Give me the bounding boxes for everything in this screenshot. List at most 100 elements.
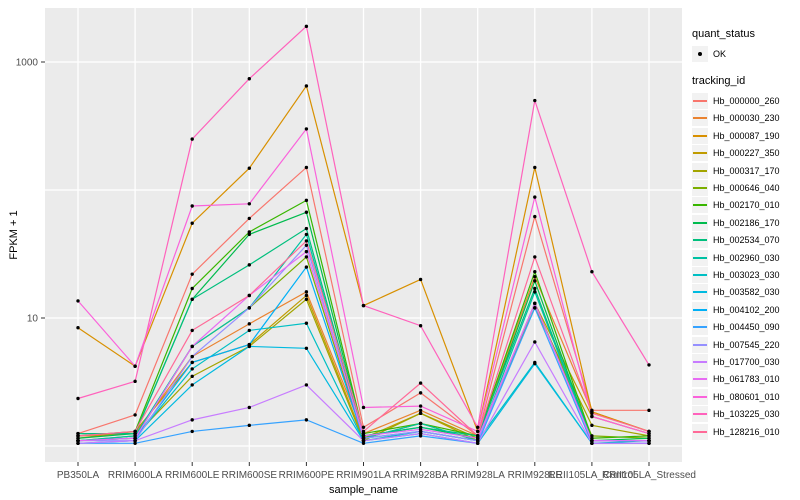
x-axis-title: sample_name	[328, 484, 399, 496]
data-point	[304, 265, 309, 269]
legend-key-box	[692, 353, 708, 370]
data-point	[247, 423, 251, 428]
legend-key-box	[692, 249, 708, 266]
legend-key-box	[692, 266, 708, 283]
legend-key-line	[693, 152, 707, 155]
data-point	[361, 441, 366, 445]
legend-item-Hb_061783_010: Hb_061783_010	[692, 371, 798, 388]
data-point	[533, 214, 537, 219]
data-point	[418, 381, 423, 385]
data-point	[190, 297, 194, 301]
legend-key-line	[693, 360, 707, 363]
data-point	[476, 439, 480, 443]
legend-key-line	[693, 395, 707, 398]
legend-item-label: Hb_002186_170	[713, 217, 780, 228]
legend-key-box	[692, 406, 708, 423]
legend-key-box	[692, 162, 708, 179]
data-point	[76, 299, 80, 303]
data-point	[361, 303, 366, 308]
x-tick-label: RRII105LA_Control	[549, 470, 636, 481]
legend-item-Hb_103225_030: Hb_103225_030	[692, 405, 798, 423]
legend-key-line	[693, 204, 707, 207]
x-tick-label: RRIM901LA	[336, 470, 391, 481]
legend-item-Hb_003582_030: Hb_003582_030	[692, 284, 798, 301]
legend-key-line	[693, 100, 707, 103]
data-point	[133, 364, 137, 368]
data-point	[247, 166, 251, 170]
legend-item-Hb_000030_230: Hb_000030_230	[692, 110, 798, 127]
y-tick-label: 1000	[16, 58, 39, 69]
legend-item-label: Hb_103225_030	[713, 409, 780, 420]
data-point	[533, 306, 537, 310]
legend-key-line	[693, 221, 707, 224]
data-point	[418, 277, 423, 282]
data-point	[190, 360, 194, 365]
data-point	[247, 263, 251, 267]
data-point	[476, 425, 480, 429]
legend-item-Hb_000317_170: Hb_000317_170	[692, 162, 798, 179]
data-point	[533, 165, 537, 170]
y-axis-title: FPKM + 1	[8, 210, 20, 260]
data-point	[476, 441, 480, 445]
legend-item-label: Hb_080601_010	[713, 391, 780, 402]
legend-item-Hb_002170_010: Hb_002170_010	[692, 197, 798, 214]
data-point	[190, 221, 194, 225]
data-point	[76, 396, 80, 401]
data-point	[190, 374, 194, 379]
data-point	[361, 425, 366, 429]
legend-key-line	[693, 117, 707, 120]
data-point	[533, 195, 537, 199]
data-point	[304, 346, 309, 350]
data-point	[304, 239, 309, 243]
data-point	[133, 439, 137, 443]
data-point	[533, 255, 537, 259]
data-point	[533, 290, 537, 294]
data-point	[133, 379, 137, 384]
data-point	[190, 354, 194, 359]
data-point	[476, 436, 480, 440]
data-point	[247, 342, 251, 347]
legend-key-box	[692, 336, 708, 353]
legend-item-Hb_128216_010: Hb_128216_010	[692, 423, 798, 440]
data-point	[418, 391, 423, 395]
legend-item-label: Hb_000317_170	[713, 165, 780, 176]
legend-item-label: Hb_000646_040	[713, 183, 780, 194]
legend-item-label: Hb_000030_230	[713, 113, 780, 124]
data-point	[247, 202, 251, 206]
legend-item-Hb_000646_040: Hb_000646_040	[692, 179, 798, 197]
data-point	[247, 216, 251, 221]
data-point	[304, 127, 309, 131]
data-point	[304, 210, 309, 214]
legend-key-box	[692, 301, 708, 318]
data-point	[418, 421, 423, 426]
legend-item-Hb_000087_190: Hb_000087_190	[692, 127, 798, 144]
data-point	[133, 441, 137, 445]
data-point	[647, 363, 651, 367]
legend-item-label: Hb_017700_030	[713, 356, 780, 367]
data-point	[133, 436, 137, 440]
data-point	[133, 413, 137, 417]
data-point	[647, 436, 651, 440]
legend-item-label: Hb_003582_030	[713, 287, 780, 298]
legend-key-line	[693, 308, 707, 311]
data-point	[304, 243, 309, 247]
data-point	[647, 439, 651, 443]
legend-item-Hb_007545_220: Hb_007545_220	[692, 336, 798, 353]
legend-key-box	[692, 127, 708, 144]
data-point	[304, 232, 309, 237]
legend-title-quant-status: quant_status	[692, 28, 755, 40]
legend: quant_status OK tracking_id Hb_000000_26…	[692, 28, 798, 453]
data-point	[418, 411, 423, 416]
data-point	[476, 429, 480, 434]
legend-item-label: Hb_000000_260	[713, 96, 780, 107]
legend-key-box	[692, 319, 708, 336]
legend-item-ok: OK	[692, 45, 798, 62]
data-point	[304, 293, 309, 298]
legend-key-line	[693, 413, 707, 416]
x-tick-label: RRIM928BA	[393, 470, 449, 481]
data-point	[418, 408, 423, 413]
data-point	[304, 84, 309, 88]
x-tick-label: PB350LA	[57, 470, 100, 481]
data-point	[190, 286, 194, 291]
